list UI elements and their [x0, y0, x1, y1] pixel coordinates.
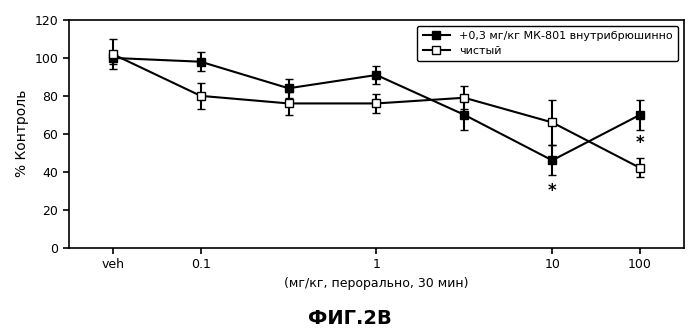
Text: *: * [548, 182, 556, 200]
X-axis label: (мг/кг, перорально, 30 мин): (мг/кг, перорально, 30 мин) [284, 276, 468, 290]
Legend: +0,3 мг/кг МК-801 внутрибрюшинно, чистый: +0,3 мг/кг МК-801 внутрибрюшинно, чистый [417, 25, 679, 61]
Text: *: * [636, 134, 644, 152]
Text: ФИГ.2В: ФИГ.2В [308, 309, 391, 328]
Y-axis label: % Контроль: % Контроль [15, 90, 29, 177]
